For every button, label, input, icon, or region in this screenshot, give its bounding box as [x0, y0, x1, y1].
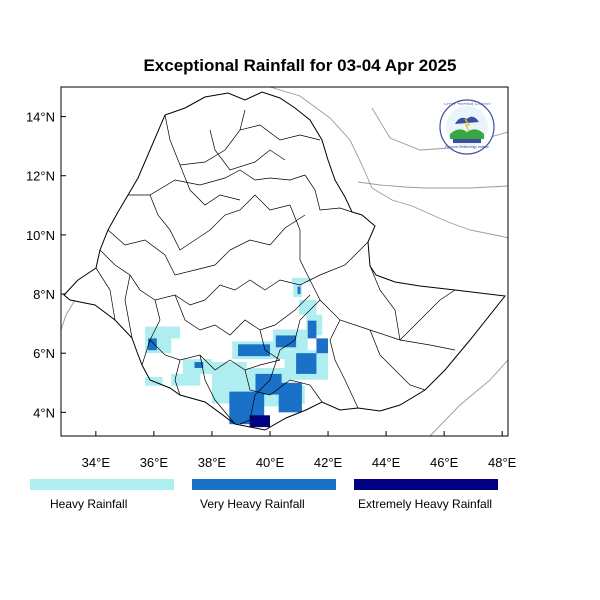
rain-cell-heavy — [171, 373, 201, 386]
admin-boundaries — [95, 109, 456, 425]
rain-cell-very-heavy — [275, 335, 297, 348]
rain-cell-very-heavy — [255, 373, 282, 395]
y-tick-label: 12°N — [26, 169, 55, 184]
institute-logo: ኢትዮጵያ ሚቲዎሮሎጂ ኢንስቲትዩት Ethiopian Meteorolo… — [439, 99, 495, 155]
x-tick-label: 48°E — [488, 455, 517, 470]
legend-swatch-extremely-heavy — [354, 479, 498, 490]
rain-cell-very-heavy — [307, 320, 317, 339]
rain-cell-very-heavy — [194, 362, 204, 368]
x-tick-label: 44°E — [372, 455, 401, 470]
rain-cell-very-heavy — [316, 338, 329, 354]
x-tick-label: 46°E — [430, 455, 459, 470]
rain-cell-very-heavy — [278, 382, 302, 413]
legend-swatch-heavy — [30, 479, 174, 490]
rain-cell-heavy — [299, 299, 317, 315]
axis-ticks: 34°E 36°E 38°E 40°E 42°E 44°E 46°E 48°E 4°N 6°N 8°… — [26, 110, 517, 470]
rain-cell-heavy — [156, 326, 181, 339]
x-tick-label: 34°E — [82, 455, 111, 470]
y-tick-label: 4°N — [33, 405, 55, 420]
western-border — [61, 299, 76, 331]
legend-swatch-very-heavy — [192, 479, 336, 490]
legend-label-very-heavy: Very Heavy Rainfall — [200, 497, 305, 511]
aden-coast — [357, 181, 508, 189]
rainfall-cells — [145, 277, 329, 428]
rain-cell-very-heavy — [296, 353, 317, 374]
rain-cell-heavy — [291, 277, 311, 283]
logo-text-bottom: Ethiopian Meteorology Institute — [445, 145, 489, 149]
y-tick-label: 8°N — [33, 287, 55, 302]
somalia-coast — [429, 359, 508, 436]
legend-label-extremely-heavy: Extremely Heavy Rainfall — [358, 497, 493, 511]
logo-text-top: ኢትዮጵያ ሚቲዎሮሎጂ ኢንስቲትዩት — [443, 102, 491, 106]
legend-label-heavy: Heavy Rainfall — [50, 497, 128, 511]
y-tick-label: 6°N — [33, 346, 55, 361]
x-tick-label: 38°E — [198, 455, 227, 470]
x-tick-label: 40°E — [256, 455, 285, 470]
map-title: Exceptional Rainfall for 03-04 Apr 2025 — [143, 56, 457, 75]
red-sea-coast — [269, 87, 508, 239]
rain-cell-very-heavy — [148, 338, 157, 351]
rain-cell-very-heavy — [297, 286, 301, 295]
plot-frame — [60, 86, 509, 437]
y-tick-label: 14°N — [26, 110, 55, 125]
x-tick-label: 36°E — [140, 455, 169, 470]
y-tick-label: 10°N — [26, 228, 55, 243]
rain-cell-very-heavy — [238, 344, 270, 357]
rain-cell-extremely-heavy — [249, 415, 270, 428]
x-tick-label: 42°E — [314, 455, 343, 470]
